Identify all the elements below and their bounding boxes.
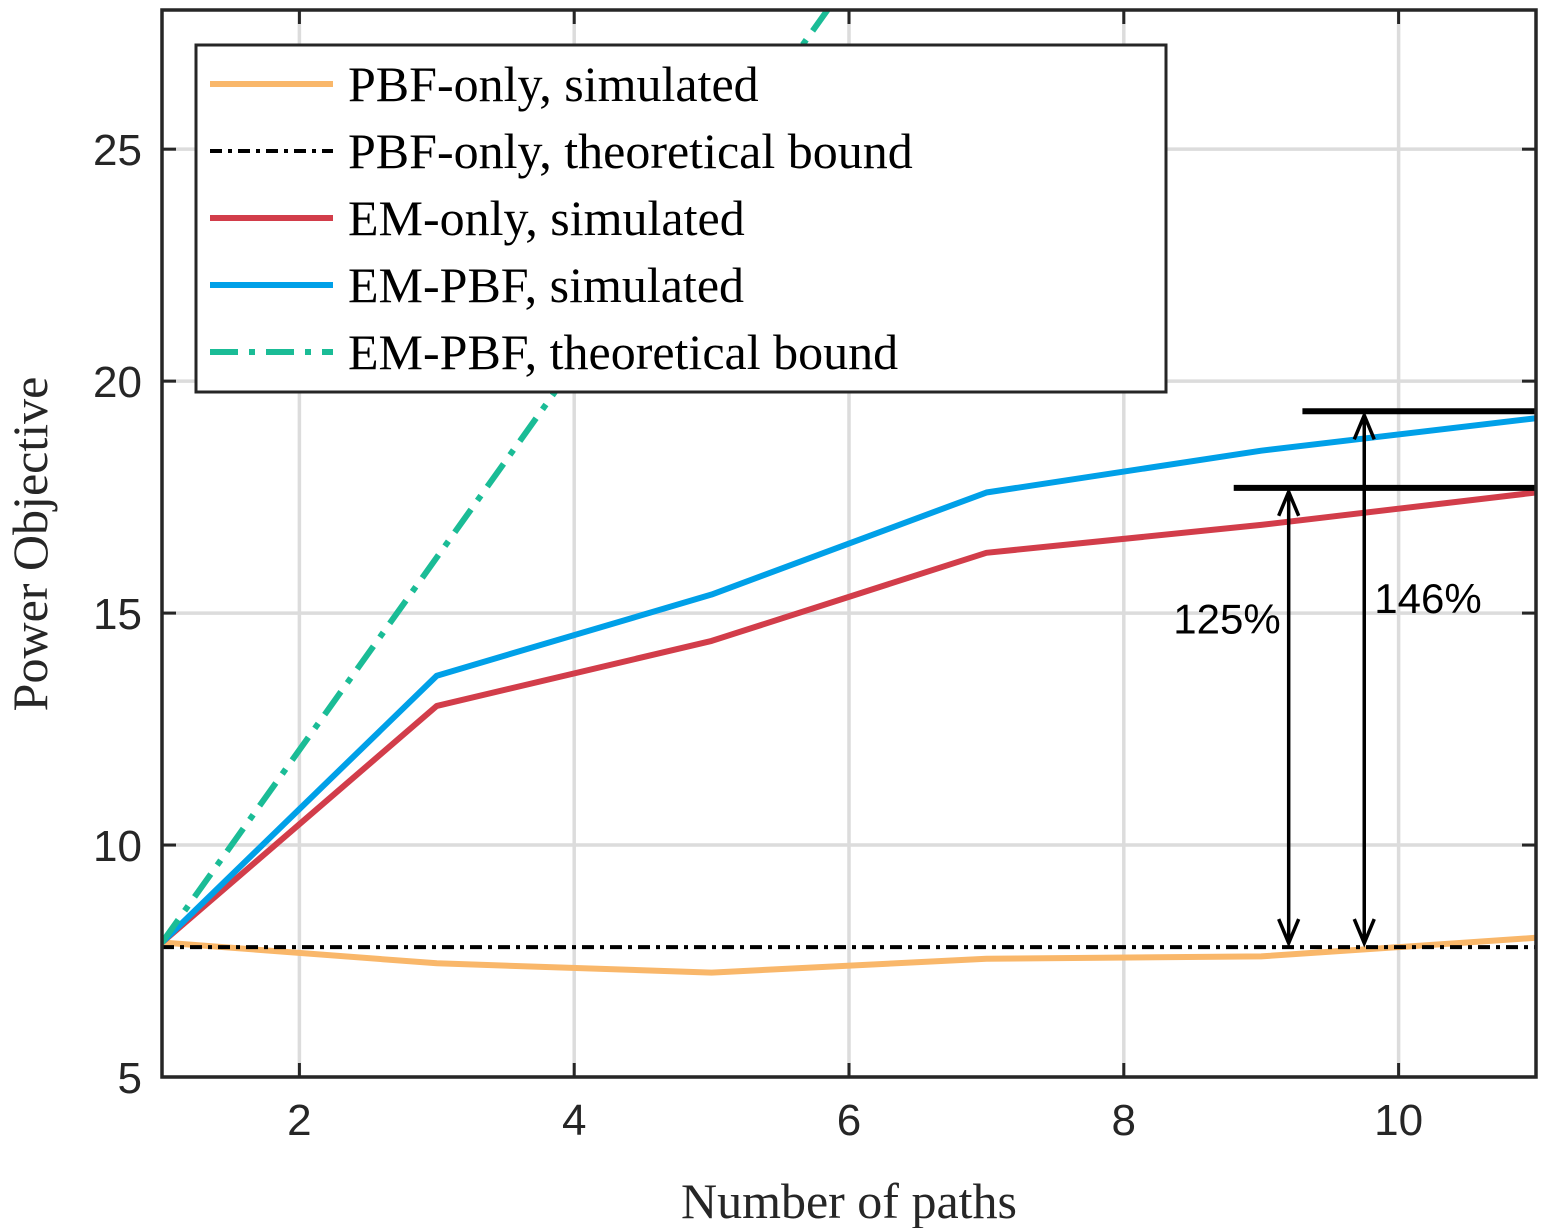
legend-label-1: PBF-only, theoretical bound bbox=[348, 123, 913, 179]
series-line-pbf-only-simulated bbox=[162, 934, 1536, 976]
annotation-arrowhead-top-1 bbox=[1352, 410, 1376, 440]
legend-label-4: EM-PBF, theoretical bound bbox=[348, 324, 898, 380]
x-axis-title: Number of paths bbox=[681, 1173, 1017, 1228]
y-tick-label: 5 bbox=[118, 1054, 142, 1103]
legend-label-2: EM-only, simulated bbox=[348, 190, 745, 246]
y-tick-label: 20 bbox=[93, 358, 142, 407]
annotation-arrowhead-top-0 bbox=[1277, 487, 1301, 517]
x-tick-label: 10 bbox=[1374, 1096, 1423, 1145]
series-line-em-pbf-theoretical-bound bbox=[162, 10, 832, 945]
series-line-em-pbf-simulated bbox=[162, 415, 1536, 945]
x-tick-label: 4 bbox=[562, 1096, 586, 1145]
legend-label-3: EM-PBF, simulated bbox=[348, 257, 744, 313]
legend-entries: PBF-only, simulated PBF-only, theoretical… bbox=[210, 56, 913, 380]
annotation-label-1: 146% bbox=[1374, 575, 1481, 622]
x-tick-label: 2 bbox=[287, 1096, 311, 1145]
annotation-layer: 125% 146% bbox=[1173, 408, 1536, 948]
legend-label-0: PBF-only, simulated bbox=[348, 56, 759, 112]
y-tick-label: 15 bbox=[93, 590, 142, 639]
y-tick-label: 25 bbox=[93, 126, 142, 175]
x-tick-label: 6 bbox=[837, 1096, 861, 1145]
x-tick-label: 8 bbox=[1112, 1096, 1136, 1145]
annotation-arrowhead-bottom-1 bbox=[1352, 918, 1376, 948]
series-line-em-only-simulated bbox=[162, 489, 1536, 945]
series-layer bbox=[162, 10, 1536, 976]
y-axis-title: Power Objective bbox=[2, 377, 58, 712]
annotation-label-0: 125% bbox=[1173, 595, 1280, 642]
legend: PBF-only, simulated PBF-only, theoretical… bbox=[194, 43, 1168, 394]
legend-box bbox=[194, 43, 1168, 394]
y-tick-label: 10 bbox=[93, 822, 142, 871]
axis-ticks: 2 4 6 8 10 5 10 15 20 25 bbox=[93, 10, 1536, 1145]
annotation-arrowhead-bottom-0 bbox=[1277, 918, 1301, 948]
